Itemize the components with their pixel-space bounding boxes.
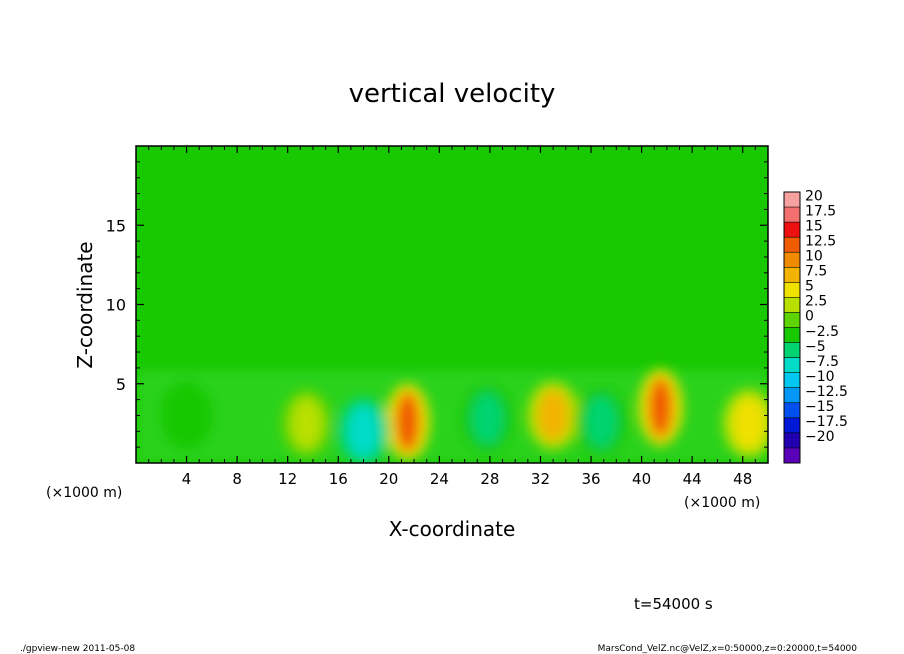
colorbar-label: −15 [805,399,835,415]
colorbar-segment [784,312,800,328]
x-tick-label: 32 [531,470,550,488]
colorbar-label: −10 [805,369,835,385]
colorbar-segment [784,252,800,268]
y-tick-label: 5 [116,375,126,394]
colorbar-segment [784,297,800,313]
colorbar-segment [784,237,800,253]
x-tick-label: 44 [683,470,702,488]
colorbar-segment [784,342,800,358]
chart-title: vertical velocity [349,79,556,109]
colorbar-label: 2.5 [805,294,827,310]
y-tick-label: 10 [106,296,126,315]
field-feature [395,391,420,452]
colorbar-label: 20 [805,188,823,204]
colorbar-label: 0 [805,309,814,325]
colorbar-segment [784,192,800,208]
time-label: t=54000 s [634,595,713,613]
footer-left: ./gpview-new 2011-05-08 [20,644,135,654]
colorbar-segment [784,357,800,373]
y-axis-label: Z-coordinate [73,241,97,368]
colorbar-label: 5 [805,279,814,295]
x-tick-label: 48 [733,470,752,488]
colorbar-segment [784,402,800,419]
colorbar-segment [784,417,800,434]
colorbar-label: −20 [805,429,835,445]
field-feature [648,377,673,438]
x-tick-label: 8 [232,470,242,488]
colorbar-label: 10 [805,248,823,264]
x-unit-right: (×1000 m) [684,495,760,511]
colorbar-segment [784,372,800,389]
colorbar-segment [784,387,800,404]
x-axis: 4 8 12 16 20 24 28 32 36 40 44 48 [148,146,756,488]
field-feature [585,395,618,448]
x-tick-label: 12 [278,470,297,488]
colorbar-label: −12.5 [805,384,848,400]
colorbar-segment [784,327,800,343]
colorbar-label: 7.5 [805,264,827,280]
colorbar: 2017.51512.5107.552.50−2.5−5−7.5−10−12.5… [783,188,848,464]
y-axis: 5 10 15 [106,161,768,448]
colorbar-label: 15 [805,218,823,234]
colorbar-label: 17.5 [805,203,836,219]
colorbar-label: 12.5 [805,233,836,249]
y-tick-label: 15 [106,216,126,235]
x-axis-label: X-coordinate [389,517,516,541]
colorbar-segment [784,267,800,283]
x-tick-label: 16 [329,470,348,488]
plot-area [136,146,768,463]
x-tick-label: 36 [581,470,600,488]
colorbar-segment [784,282,800,298]
colorbar-label: −7.5 [805,354,839,370]
colorbar-segment [784,447,800,464]
x-unit-left: (×1000 m) [46,485,122,501]
x-tick-label: 20 [379,470,398,488]
x-tick-label: 28 [480,470,499,488]
colorbar-label: −5 [805,339,826,355]
field-feature [471,392,504,445]
feature-layer [160,369,768,463]
colorbar-segment [784,432,800,449]
field-feature [537,389,570,442]
colorbar-label: −17.5 [805,414,848,430]
x-tick-label: 40 [632,470,651,488]
footer-right: MarsCond_VelZ.nc@VelZ,x=0:50000,z=0:2000… [598,644,858,654]
field-feature [347,405,380,458]
x-tick-label: 24 [430,470,449,488]
colorbar-segment [784,207,800,223]
colorbar-label: −2.5 [805,324,839,340]
field-feature [733,397,766,450]
field-feature [290,397,323,450]
x-tick-label: 4 [182,470,192,488]
colorbar-segment [784,222,800,238]
field-feature [170,389,203,442]
